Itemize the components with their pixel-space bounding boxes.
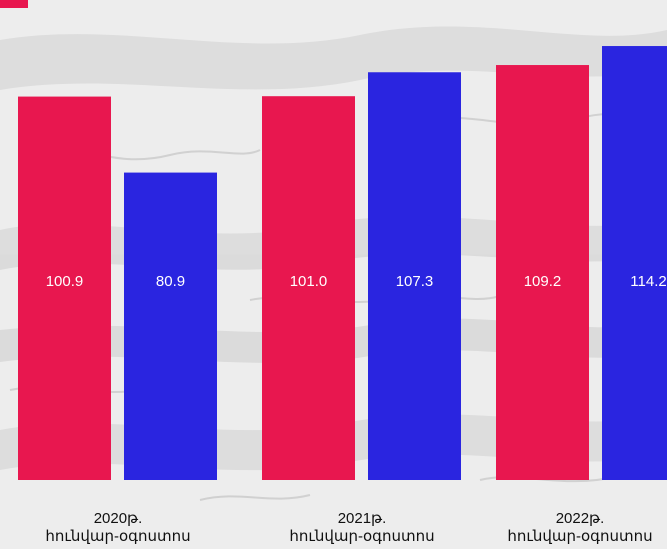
- data-label-series2-1: 80.9: [156, 273, 185, 290]
- category-label-line-2: հունվար-օգոստոս: [45, 528, 191, 545]
- category-label-line-2: հունվար-օգոստոս: [507, 528, 653, 545]
- category-label-line-1: 2020թ.: [93, 510, 143, 527]
- category-label-3: 2022թ. հունվար-օգոստոս: [480, 510, 667, 546]
- data-label-series1-1: 100.9: [46, 273, 84, 290]
- data-label-series2-2: 107.3: [396, 273, 434, 290]
- data-label-series1-2: 101.0: [290, 273, 328, 290]
- bar-series2-1: [124, 172, 217, 480]
- bar-series1-1: [18, 96, 111, 480]
- bar-series1-2: [262, 96, 355, 480]
- data-label-series1-3: 109.2: [524, 273, 562, 290]
- category-label-line-1: 2022թ.: [555, 510, 605, 527]
- bar-series1-3: [496, 65, 589, 480]
- data-label-series2-3: 114.2: [630, 273, 666, 290]
- bar-series2-2: [368, 72, 461, 480]
- category-label-2: 2021թ. հունվար-օգոստոս: [262, 510, 462, 546]
- category-label-1: 2020թ. հունվար-օգոստոս: [18, 510, 218, 546]
- legend-swatch: [0, 0, 28, 8]
- category-label-line-2: հունվար-օգոստոս: [289, 528, 435, 545]
- bar-series2-3: [602, 46, 667, 480]
- category-label-line-1: 2021թ.: [337, 510, 387, 527]
